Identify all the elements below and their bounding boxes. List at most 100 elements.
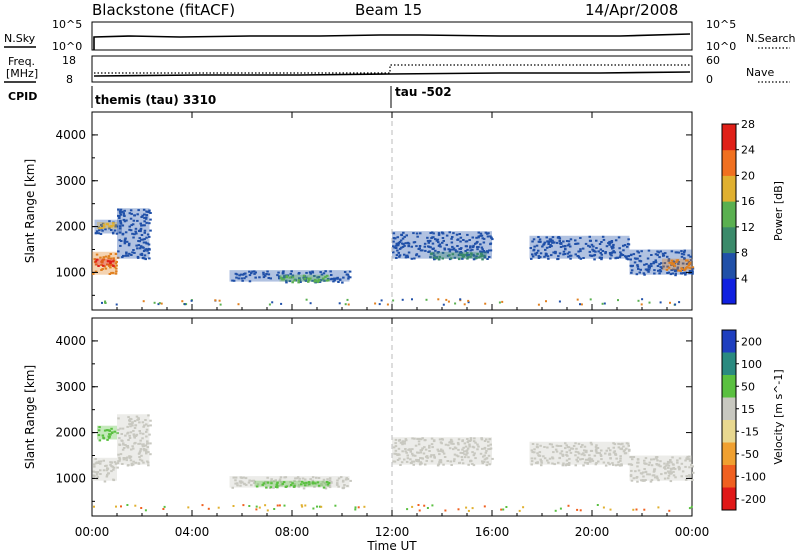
ground-scatter-cell (442, 303, 445, 306)
data-cell (536, 462, 539, 465)
data-cell (625, 447, 628, 450)
data-cell (396, 459, 400, 461)
data-cell (658, 272, 661, 275)
data-cell (99, 462, 102, 465)
data-cell (458, 461, 461, 464)
data-cell (232, 476, 235, 479)
data-cell (138, 237, 141, 240)
data-cell (307, 481, 311, 484)
data-cell (148, 209, 151, 212)
data-cell (609, 257, 612, 260)
data-cell (469, 438, 473, 441)
data-cell (552, 241, 556, 244)
data-cell (548, 443, 552, 446)
data-cell (467, 456, 470, 459)
data-cell (138, 247, 142, 250)
data-cell (662, 265, 665, 268)
data-cell (556, 236, 560, 239)
data-cell (138, 456, 141, 458)
data-cell (584, 242, 588, 245)
data-cell (469, 249, 472, 252)
data-cell (681, 262, 685, 265)
data-cell (551, 462, 554, 465)
data-cell (678, 468, 681, 471)
data-cell (567, 463, 571, 466)
data-cell (265, 486, 268, 489)
data-cell (117, 428, 120, 431)
data-cell (481, 248, 484, 251)
data-cell (121, 210, 124, 213)
data-cell (463, 450, 466, 453)
data-cell (482, 237, 486, 240)
data-cell (490, 236, 493, 239)
data-cell (254, 271, 257, 274)
data-cell (434, 238, 437, 241)
data-cell (432, 252, 435, 255)
data-cell (621, 442, 624, 445)
nsky-label: N.Sky (4, 32, 36, 45)
data-cell (129, 217, 133, 220)
data-cell (488, 256, 491, 258)
data-cell (147, 414, 150, 417)
data-cell (282, 481, 286, 484)
data-cell (658, 263, 661, 266)
data-cell (343, 271, 347, 273)
data-cell (139, 222, 142, 225)
data-cell (428, 444, 431, 447)
data-cell (614, 452, 617, 455)
data-cell (324, 276, 327, 278)
data-cell (143, 216, 146, 219)
data-cell (551, 239, 554, 242)
data-cell (477, 445, 480, 448)
ground-scatter-cell (411, 298, 413, 301)
data-cell (482, 455, 485, 458)
data-cell (675, 261, 678, 263)
data-cell (449, 257, 453, 260)
data-cell (626, 245, 629, 248)
data-cell (245, 483, 248, 486)
data-cell (244, 275, 248, 278)
data-cell (582, 257, 585, 259)
data-cell (483, 256, 486, 259)
data-cell (671, 260, 675, 263)
data-cell (434, 249, 437, 252)
data-cell (119, 244, 122, 247)
data-cell (404, 448, 407, 450)
data-cell (438, 453, 441, 456)
data-cell (239, 481, 242, 484)
ground-scatter-cell (304, 504, 307, 507)
data-cell (281, 271, 285, 274)
ground-scatter-cell (271, 301, 274, 304)
data-cell (322, 486, 326, 489)
ground-scatter-cell (157, 303, 160, 306)
data-cell (605, 245, 609, 248)
ground-scatter-cell (609, 508, 612, 511)
data-cell (662, 466, 666, 469)
data-cell (688, 474, 691, 477)
data-cell (120, 240, 123, 242)
data-cell (433, 455, 436, 458)
data-cell (468, 239, 471, 241)
y-tick-label: 1000 (55, 265, 86, 279)
data-cell (394, 442, 397, 445)
data-cell (322, 277, 325, 280)
data-cell (311, 482, 315, 485)
data-cell (417, 440, 421, 443)
ground-scatter-cell (232, 505, 235, 507)
data-cell (274, 479, 277, 482)
data-cell (305, 481, 308, 484)
data-cell (415, 254, 418, 257)
data-cell (576, 460, 579, 463)
data-cell (133, 442, 136, 445)
data-cell (145, 221, 148, 224)
data-cell (682, 253, 686, 256)
data-cell (551, 457, 555, 460)
data-cell (127, 254, 130, 257)
data-cell (566, 446, 570, 449)
data-cell (677, 251, 681, 254)
data-cell (556, 258, 559, 261)
data-cell (630, 456, 633, 458)
data-cell (686, 455, 689, 458)
data-cell (117, 250, 120, 253)
data-cell (680, 267, 683, 270)
